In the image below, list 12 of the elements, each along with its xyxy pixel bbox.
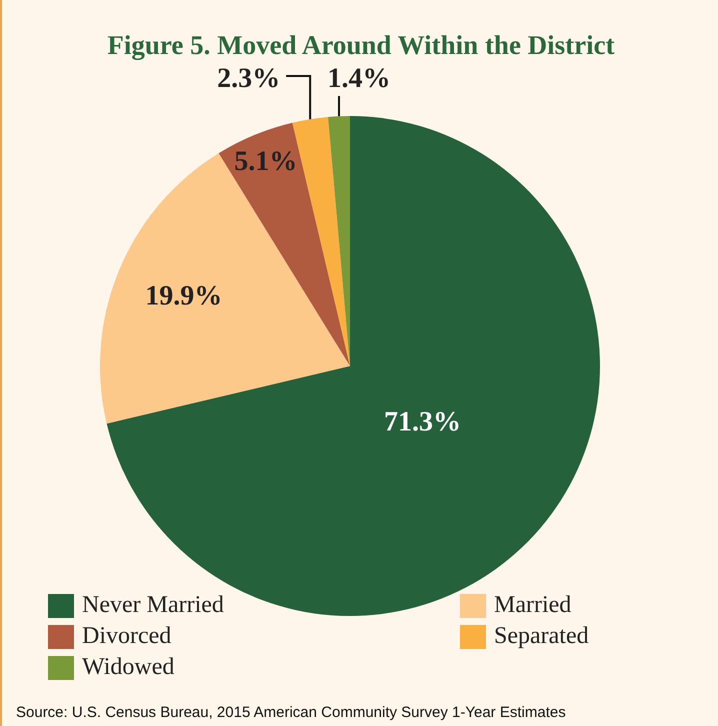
source-note: Source: U.S. Census Bureau, 2015 American Community Survey 1-Year Estimates xyxy=(16,704,566,721)
legend-label: Divorced xyxy=(82,623,172,650)
data-label: 1.4% xyxy=(328,63,391,94)
chart-title: Figure 5. Moved Around Within the District xyxy=(106,30,616,61)
data-label: 71.3% xyxy=(384,406,462,438)
data-label: 5.1% xyxy=(234,146,298,177)
legend-label: Married xyxy=(494,592,572,619)
data-label: 2.3% xyxy=(217,63,280,94)
legend-label: Separated xyxy=(494,623,589,650)
legend-label: Widowed xyxy=(82,654,174,681)
data-label: 19.9% xyxy=(145,280,222,312)
legend-label: Never Married xyxy=(82,592,224,619)
